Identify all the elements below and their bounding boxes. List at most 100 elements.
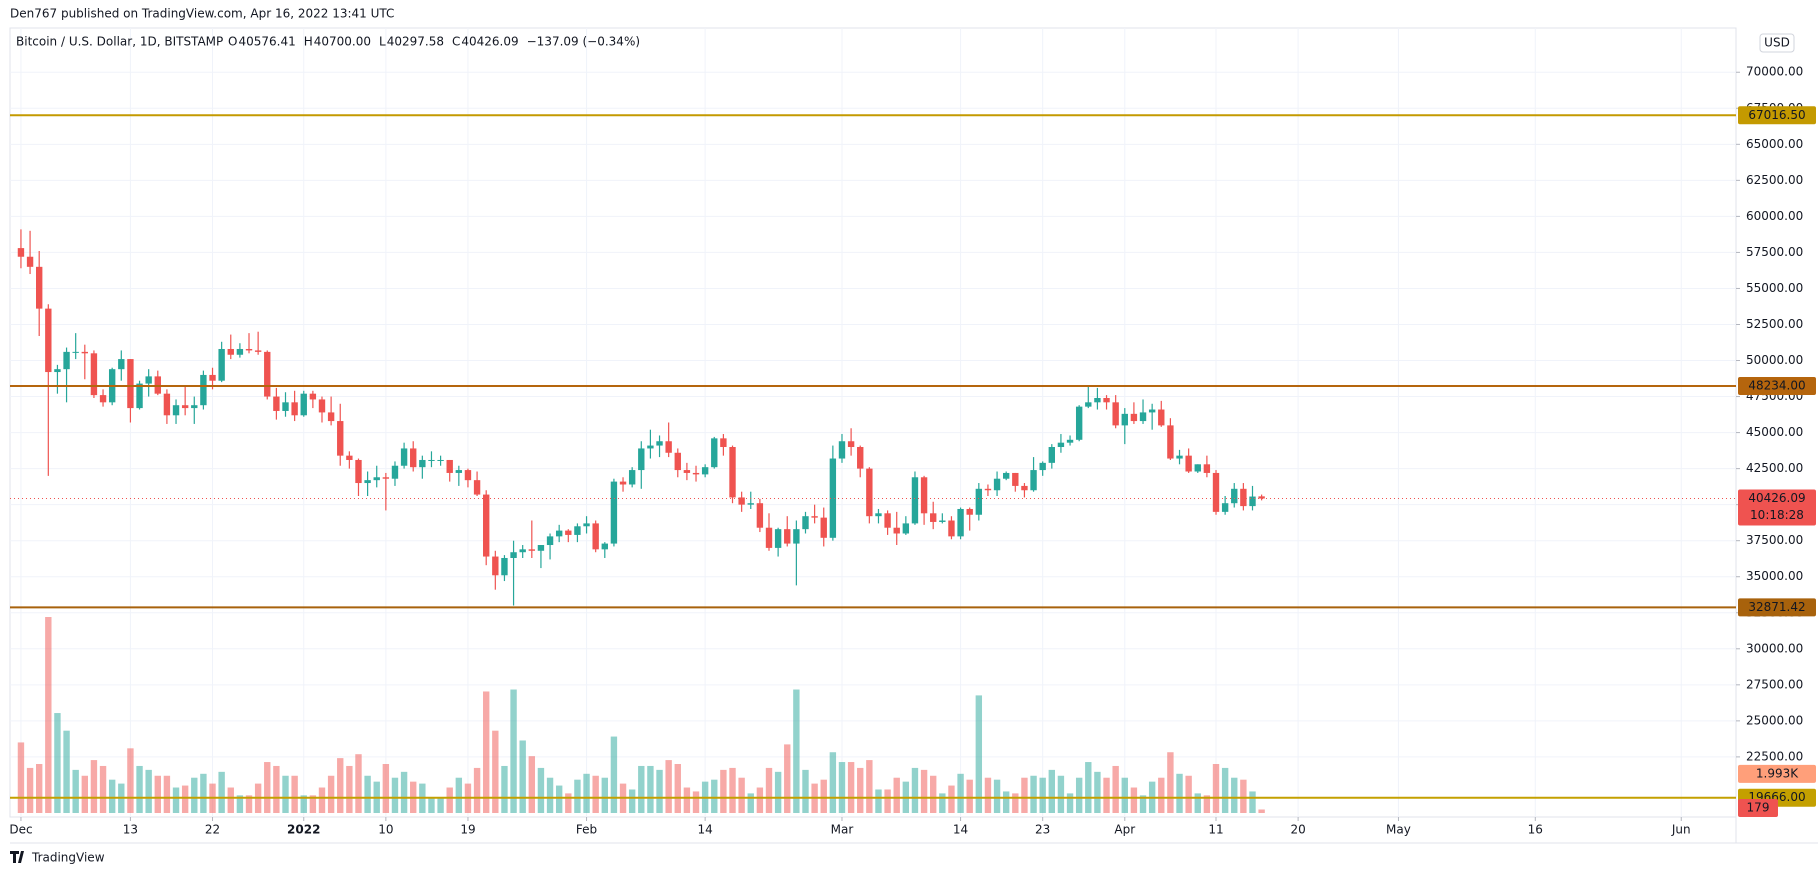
volume-bar: [1048, 769, 1055, 813]
candle-body: [619, 481, 627, 485]
candle-body: [1148, 409, 1156, 413]
level-label-bg: [1738, 598, 1816, 617]
volume-bar: [993, 779, 1001, 813]
volume-bar: [711, 779, 718, 813]
x-tick-label: 16: [1528, 823, 1543, 837]
candle-body: [866, 468, 873, 517]
candle-body: [711, 438, 718, 468]
y-tick-label: 25000.00: [1746, 713, 1803, 727]
candle-body: [127, 359, 134, 409]
legend-key: C: [452, 35, 460, 49]
volume-bar: [592, 775, 599, 813]
last-price-bg: [1738, 489, 1816, 526]
candle-body: [1176, 455, 1183, 459]
volume-bar: [145, 769, 152, 813]
volume-bar: [327, 775, 335, 813]
volume-bar: [674, 764, 681, 813]
candle-body: [72, 351, 79, 353]
volume-bar: [1021, 777, 1028, 813]
candle-body: [811, 516, 818, 518]
volume-bar: [492, 730, 499, 813]
candle-body: [181, 405, 189, 409]
currency[interactable]: USD: [1764, 36, 1790, 50]
x-tick-label: 14: [953, 823, 968, 837]
candle-body: [1030, 470, 1037, 491]
volume-bar: [473, 767, 481, 813]
candle-body: [583, 523, 590, 527]
volume-bar: [1012, 793, 1019, 813]
candle-body: [1167, 425, 1174, 459]
volume-bar: [99, 765, 107, 813]
candle-body: [756, 503, 764, 528]
candle-body: [300, 393, 307, 416]
x-tick-label: Dec: [9, 823, 32, 837]
volume-bar: [300, 795, 307, 813]
volume-bar: [930, 775, 937, 813]
candle-body: [939, 520, 946, 522]
volume-bar: [264, 762, 271, 813]
candle-body: [236, 348, 244, 355]
volume-bar: [1194, 793, 1201, 813]
volume-bar: [784, 744, 791, 813]
volume-bar: [1085, 762, 1092, 813]
y-tick-label: 50000.00: [1746, 353, 1803, 367]
candle-body: [63, 351, 70, 370]
volume-bar: [638, 765, 645, 813]
volume-bar: [17, 742, 25, 813]
candle-body: [1130, 413, 1138, 422]
candle-body: [784, 529, 791, 544]
candle-body: [145, 376, 152, 384]
volume-bar: [820, 779, 827, 813]
candle-body: [492, 556, 499, 576]
volume-bar: [35, 764, 43, 813]
candle-body: [218, 348, 225, 381]
x-tick-label: Apr: [1114, 823, 1135, 837]
candle-body: [309, 393, 317, 400]
volume-bar: [510, 689, 517, 813]
countdown: 10:18:28: [1750, 508, 1804, 522]
volume-bar: [765, 767, 773, 813]
x-tick-label: Mar: [831, 823, 854, 837]
marks: [10, 114, 1736, 813]
legend-key: L: [379, 35, 386, 49]
volume-bar: [273, 765, 280, 813]
y-tick-label: 60000.00: [1746, 209, 1803, 223]
volume-bar: [81, 775, 88, 813]
candle-body: [774, 529, 782, 548]
volume-bar: [793, 689, 800, 813]
volume-bar: [236, 795, 244, 813]
candle-body: [893, 527, 900, 534]
footer-logo: TradingView: [10, 851, 105, 865]
volume-bar: [1121, 777, 1128, 813]
volume-bar: [920, 769, 928, 813]
candle-body: [400, 448, 408, 466]
volume-bar: [857, 767, 864, 813]
volume-bar: [747, 793, 754, 813]
candle-body: [1002, 472, 1010, 479]
currency-button[interactable]: [1759, 33, 1795, 53]
volume-bar: [1240, 779, 1247, 813]
volume-bar: [829, 752, 837, 813]
candle-body: [501, 557, 508, 576]
y-tick-label: 37500.00: [1746, 533, 1803, 547]
candle-body: [765, 527, 773, 548]
y-tick-label: 30000.00: [1746, 641, 1803, 655]
candle-body: [1066, 439, 1074, 443]
volume-bar: [975, 695, 983, 813]
candle-body: [793, 529, 800, 544]
volume-bar: [528, 756, 536, 813]
candle-body: [245, 348, 253, 351]
volume-bar: [574, 779, 581, 813]
volume-bar: [1258, 809, 1265, 813]
volume-bar: [866, 760, 873, 813]
volume-bar: [1066, 793, 1074, 813]
level-label: 48234.00: [1748, 378, 1805, 392]
candle-body: [592, 523, 599, 550]
volume-bar: [537, 767, 545, 813]
volume-bar: [847, 762, 855, 813]
candle-body: [1048, 447, 1055, 463]
legend-key: O: [228, 35, 237, 49]
last-price-label: 40426.09: [1748, 491, 1805, 505]
candle-body: [1194, 464, 1201, 472]
